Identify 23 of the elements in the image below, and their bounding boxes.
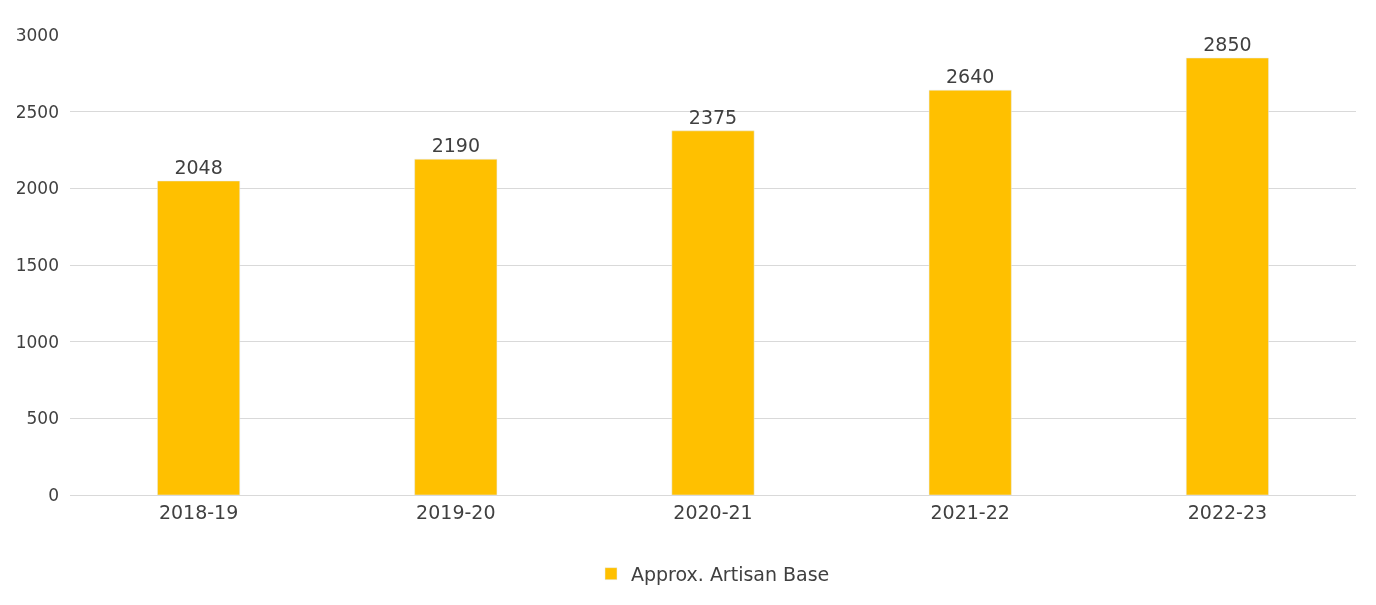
bar [1186,57,1269,495]
data-label: 2048 [174,155,223,178]
bar [157,180,240,495]
y-tick-label: 2500 [15,101,59,122]
data-label: 2375 [688,105,738,128]
x-tick-label: 2021-22 [930,500,1010,523]
legend-label: Approx. Artisan Base [631,563,830,586]
x-tick-label: 2020-21 [673,500,753,523]
x-tick-label: 2018-19 [158,500,239,523]
y-tick-label: 2000 [15,178,59,199]
data-label: 2640 [946,65,995,88]
data-label: 2190 [431,134,480,157]
data-label: 2850 [1203,33,1252,55]
y-tick-label: 1000 [15,331,59,352]
bar [928,89,1012,495]
y-tick-label: 1500 [15,254,59,275]
y-tick-label: 3000 [15,24,59,45]
x-tick-label: 2019-20 [416,500,496,523]
bar [671,130,755,495]
bar [414,158,498,495]
x-tick-label: 2022-23 [1187,500,1268,523]
y-tick-label: 0 [48,484,59,505]
y-tick-label: 500 [26,408,59,429]
